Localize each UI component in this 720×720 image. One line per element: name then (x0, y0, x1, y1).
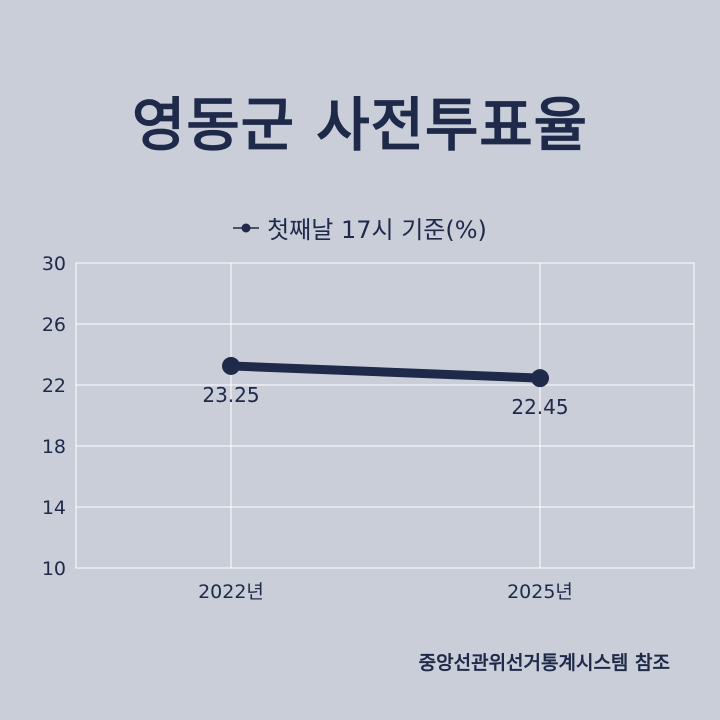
data-point (222, 356, 240, 375)
data-label: 23.25 (202, 383, 259, 407)
plot-frame (75, 262, 695, 569)
y-tick-label: 18 (42, 436, 66, 458)
x-tick-label: 2022년 (198, 581, 264, 603)
data-label: 22.45 (511, 395, 568, 419)
legend: 첫째날 17시 기준(%) (0, 210, 720, 245)
source-note: 중앙선관위선거통계시스템 참조 (418, 652, 670, 674)
data-point (531, 369, 549, 388)
chart-title: 영동군 사전투표율 (131, 91, 589, 159)
series-line (226, 361, 545, 383)
y-tick-label: 30 (42, 253, 66, 275)
y-tick-label: 10 (42, 558, 66, 580)
legend-label: 첫째날 17시 기준(%) (267, 216, 487, 244)
y-tick-label: 22 (42, 375, 66, 397)
x-tick-label: 2025년 (507, 581, 573, 603)
y-tick-label: 14 (42, 497, 66, 519)
y-tick-label: 26 (42, 314, 66, 336)
legend-line-icon (233, 223, 260, 232)
